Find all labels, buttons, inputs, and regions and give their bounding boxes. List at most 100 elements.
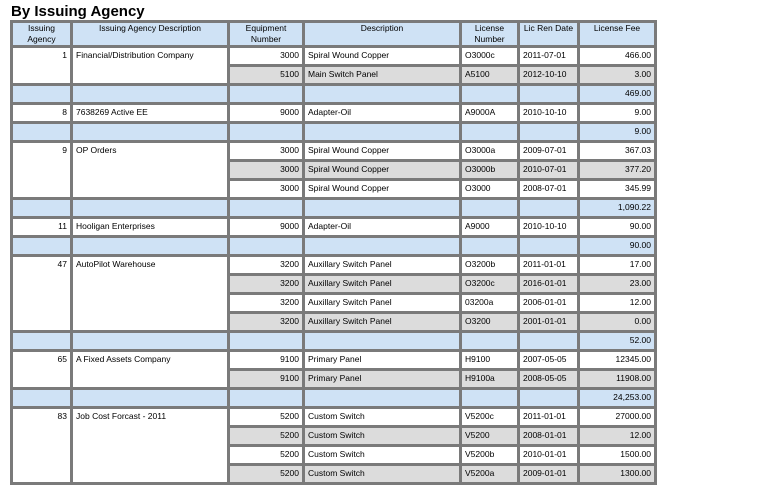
page-title: By Issuing Agency	[11, 3, 145, 20]
lic-ren-date: 2010-10-10	[517, 102, 580, 124]
subtotal-empty-cell	[517, 387, 580, 409]
subtotal-empty-cell	[459, 197, 520, 219]
license-fee: 1500.00	[577, 444, 657, 466]
equipment-description: Custom Switch	[302, 444, 462, 466]
equipment-description: Auxillary Switch Panel	[302, 273, 462, 295]
license-number: V5200b	[459, 444, 520, 466]
equipment-description: Auxillary Switch Panel	[302, 311, 462, 333]
subtotal-empty-cell	[302, 387, 462, 409]
license-fee: 12.00	[577, 292, 657, 314]
subtotal-empty-cell	[517, 83, 580, 105]
license-number: O3200b	[459, 254, 520, 276]
equipment-description: Custom Switch	[302, 425, 462, 447]
subtotal-empty-cell	[517, 235, 580, 257]
subtotal-empty-cell	[517, 330, 580, 352]
col-equipment-number[interactable]: Equipment Number	[227, 20, 305, 48]
equipment-description: Spiral Wound Copper	[302, 140, 462, 162]
col-license-number[interactable]: License Number	[459, 20, 520, 48]
table-row: 8 7638269 Active EE 9000 Adapter-Oil A9000A 2…	[10, 102, 657, 124]
equipment-description: Spiral Wound Copper	[302, 45, 462, 67]
lic-ren-date: 2011-07-01	[517, 45, 580, 67]
subtotal-empty-cell	[227, 330, 305, 352]
col-description[interactable]: Description	[302, 20, 462, 48]
license-number: A9000A	[459, 102, 520, 124]
equipment-description: Spiral Wound Copper	[302, 159, 462, 181]
agency-report-table: Issuing Agency Issuing Agency Descriptio…	[10, 20, 657, 485]
subtotal-row: 469.00	[10, 83, 657, 105]
table-row: 83 Job Cost Forcast - 2011 5200 Custom Swit…	[10, 406, 657, 485]
license-number: O3200	[459, 311, 520, 333]
subtotal-empty-cell	[10, 387, 73, 409]
issuing-agency-description: 7638269 Active EE	[70, 102, 230, 124]
license-fee-subtotal: 52.00	[577, 330, 657, 352]
license-number: A9000	[459, 216, 520, 238]
license-fee-subtotal: 469.00	[577, 83, 657, 105]
issuing-agency: 83	[10, 406, 73, 485]
col-lic-ren-date[interactable]: Lic Ren Date	[517, 20, 580, 48]
subtotal-row: 90.00	[10, 235, 657, 257]
equipment-description: Custom Switch	[302, 406, 462, 428]
issuing-agency-description: Hooligan Enterprises	[70, 216, 230, 238]
license-fee: 23.00	[577, 273, 657, 295]
equipment-number: 3000	[227, 45, 305, 67]
col-license-fee[interactable]: License Fee	[577, 20, 657, 48]
table-row: 3000 Spiral Wound Copper O3000b 2010-07-01 3…	[12, 159, 657, 181]
table-row: 3000 Spiral Wound Copper O3000 2008-07-01 34…	[12, 178, 657, 200]
subtotal-empty-cell	[459, 121, 520, 143]
lic-ren-date: 2016-01-01	[517, 273, 580, 295]
issuing-agency: 8	[10, 102, 73, 124]
issuing-agency-description: Job Cost Forcast - 2011	[70, 406, 230, 485]
table-row: 3200 Auxillary Switch Panel 03200a 2006-01-…	[12, 292, 657, 314]
subtotal-empty-cell	[10, 235, 73, 257]
issuing-agency: 1	[10, 45, 73, 86]
equipment-description: Auxillary Switch Panel	[302, 254, 462, 276]
subtotal-empty-cell	[302, 83, 462, 105]
subtotal-empty-cell	[459, 235, 520, 257]
lic-ren-date: 2010-10-10	[517, 216, 580, 238]
license-number: H9100a	[459, 368, 520, 390]
equipment-number: 9000	[227, 216, 305, 238]
subtotal-empty-cell	[70, 387, 230, 409]
equipment-number: 5200	[227, 425, 305, 447]
table-row: 5100 Main Switch Panel A5100 2012-10-10 3.00	[12, 64, 657, 86]
subtotal-empty-cell	[517, 197, 580, 219]
equipment-description: Adapter-Oil	[302, 216, 462, 238]
license-fee: 9.00	[577, 102, 657, 124]
equipment-description: Main Switch Panel	[302, 64, 462, 86]
lic-ren-date: 2010-01-01	[517, 444, 580, 466]
subtotal-empty-cell	[70, 330, 230, 352]
issuing-agency-description: AutoPilot Warehouse	[70, 254, 230, 333]
equipment-number: 9100	[227, 368, 305, 390]
equipment-number: 5200	[227, 406, 305, 428]
equipment-number: 3200	[227, 254, 305, 276]
col-issuing-agency-description[interactable]: Issuing Agency Description	[70, 20, 230, 48]
license-number: V5200a	[459, 463, 520, 485]
license-fee: 17.00	[577, 254, 657, 276]
subtotal-row: 1,090.22	[10, 197, 657, 219]
issuing-agency: 9	[10, 140, 73, 200]
license-number: V5200c	[459, 406, 520, 428]
issuing-agency: 65	[10, 349, 73, 390]
subtotal-empty-cell	[459, 83, 520, 105]
license-fee: 367.03	[577, 140, 657, 162]
equipment-description: Primary Panel	[302, 349, 462, 371]
equipment-number: 3200	[227, 292, 305, 314]
col-issuing-agency[interactable]: Issuing Agency	[10, 20, 73, 48]
lic-ren-date: 2008-01-01	[517, 425, 580, 447]
subtotal-empty-cell	[227, 387, 305, 409]
lic-ren-date: 2011-01-01	[517, 254, 580, 276]
license-fee-subtotal: 9.00	[577, 121, 657, 143]
equipment-description: Custom Switch	[302, 463, 462, 485]
table-row: 9100 Primary Panel H9100a 2008-05-05 11908.0…	[12, 368, 657, 390]
lic-ren-date: 2011-01-01	[517, 406, 580, 428]
license-number: O3200c	[459, 273, 520, 295]
subtotal-empty-cell	[227, 235, 305, 257]
subtotal-row: 24,253.00	[10, 387, 657, 409]
lic-ren-date: 2008-05-05	[517, 368, 580, 390]
license-fee: 27000.00	[577, 406, 657, 428]
license-fee: 466.00	[577, 45, 657, 67]
lic-ren-date: 2009-01-01	[517, 463, 580, 485]
equipment-number: 9000	[227, 102, 305, 124]
license-number: H9100	[459, 349, 520, 371]
subtotal-empty-cell	[10, 197, 73, 219]
